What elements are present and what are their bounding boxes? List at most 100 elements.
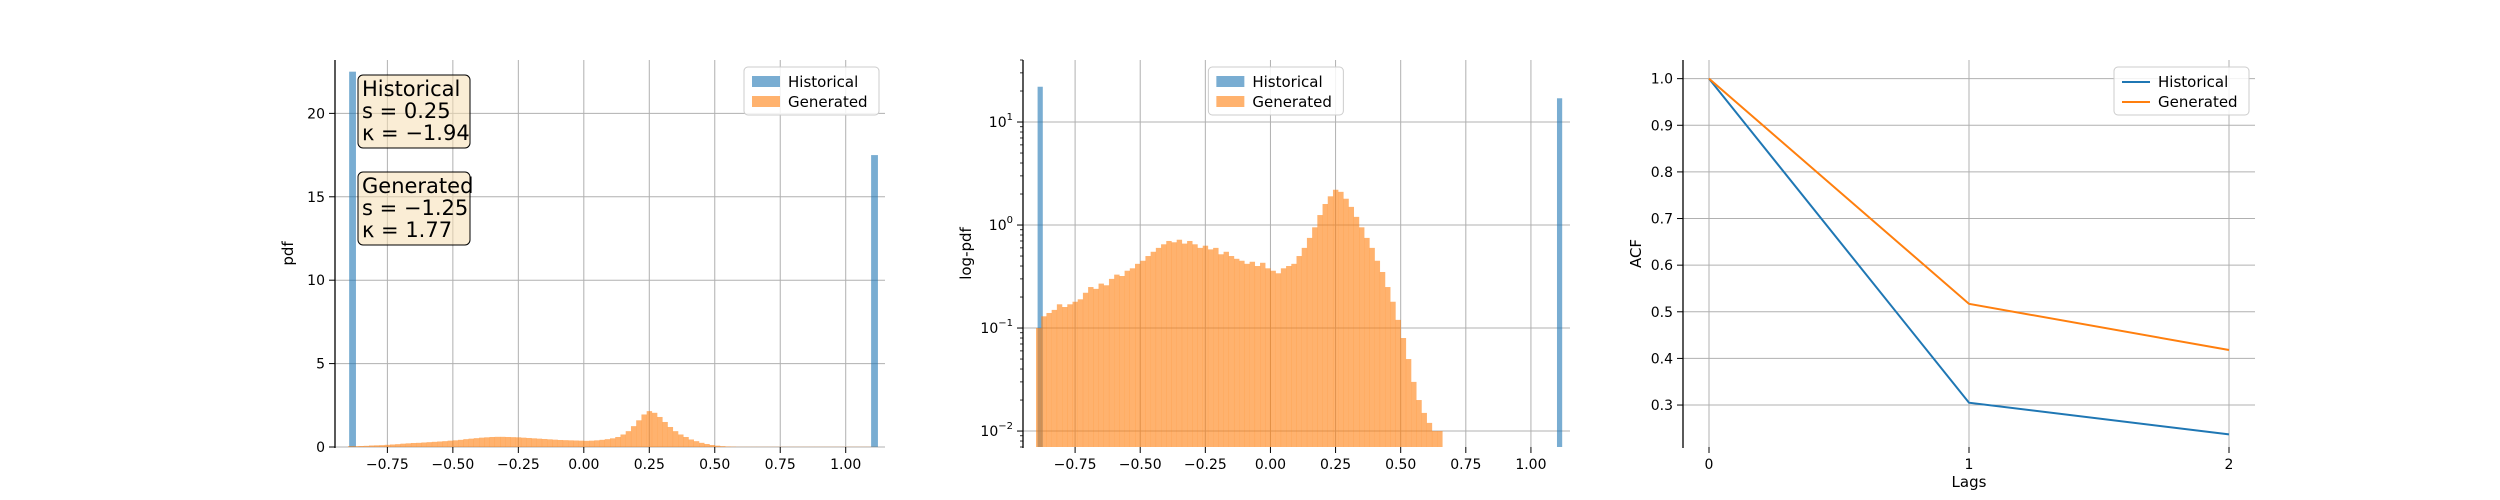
y-tick-label: 0 xyxy=(316,440,325,456)
bar-generated xyxy=(1385,287,1391,447)
bar-generated xyxy=(1176,239,1183,447)
x-axis: 0 1 2 xyxy=(1705,447,2233,473)
bar-generated xyxy=(1197,247,1203,447)
bar-generated xyxy=(1296,256,1302,447)
stat-box xyxy=(357,171,471,246)
bar-generated xyxy=(1312,227,1318,447)
bar-generated xyxy=(651,412,658,447)
x-tick-label: −0.75 xyxy=(1054,457,1097,473)
y-axis-label: ACF xyxy=(1627,239,1645,268)
bar-generated xyxy=(583,440,590,447)
y-tick-label: 20 xyxy=(307,106,325,122)
bar-generated xyxy=(405,443,412,447)
bar-generated xyxy=(1067,304,1073,447)
bar-generated xyxy=(547,439,553,447)
bar-generated xyxy=(1254,266,1261,447)
bar-generated xyxy=(395,444,401,447)
bar-generated xyxy=(1249,261,1256,447)
gridlines xyxy=(1683,60,2255,447)
bar-generated xyxy=(1082,292,1089,447)
bar-generated xyxy=(641,414,647,447)
bar-generated xyxy=(1145,256,1151,447)
panel-acf: 0 1 2 0.3 0.4 0.5 0.6 0.7 0.8 0.9 1.0 ACF Lags Histor… xyxy=(1627,60,2255,491)
legend: Historical Generated xyxy=(1207,66,1344,116)
legend-label: Historical xyxy=(788,73,858,91)
bar-generated xyxy=(1364,237,1370,447)
bar-generated xyxy=(500,436,506,447)
bar-generated xyxy=(400,443,406,447)
x-tick-label: 0.75 xyxy=(765,457,796,473)
data-marks xyxy=(348,71,878,447)
x-axis: −0.75 −0.50 −0.25 0.00 0.25 0.50 0.75 1.00 xyxy=(1054,447,1547,473)
bar-generated xyxy=(615,436,621,447)
y-tick-label: 10−2 xyxy=(980,421,1013,440)
bar-generated xyxy=(1161,244,1167,447)
x-tick-label: 0.25 xyxy=(1320,457,1351,473)
bar-generated xyxy=(1244,263,1250,447)
bar-generated xyxy=(1088,287,1094,447)
bar-generated xyxy=(693,441,700,447)
x-tick-label: 0 xyxy=(1705,457,1714,473)
stat-line: κ = −1.94 xyxy=(362,121,470,145)
bar-generated xyxy=(348,446,354,447)
bar-generated xyxy=(620,434,626,447)
x-tick-label: 1 xyxy=(1965,457,1974,473)
bar-generated xyxy=(1301,247,1308,447)
x-tick-label: −0.50 xyxy=(1119,457,1162,473)
bar-generated xyxy=(1072,301,1078,447)
bar-generated xyxy=(374,445,380,447)
legend-label: Historical xyxy=(2158,73,2228,91)
bar-generated xyxy=(473,438,480,447)
bar-generated xyxy=(1056,304,1063,447)
y-tick-label: 0.5 xyxy=(1651,305,1673,321)
bar-generated xyxy=(1223,251,1229,447)
bar-generated xyxy=(714,445,721,447)
bar-generated xyxy=(1140,260,1146,447)
bar-generated xyxy=(1390,301,1396,447)
bar-generated xyxy=(505,436,511,447)
x-tick-label: −0.50 xyxy=(431,457,474,473)
bar-generated xyxy=(1332,189,1339,448)
bar-generated xyxy=(1062,307,1068,447)
y-axis-label: pdf xyxy=(279,241,297,266)
stat-line: s = 0.25 xyxy=(362,99,451,123)
bar-generated xyxy=(1379,271,1386,447)
bar-generated xyxy=(568,440,574,447)
bar-generated xyxy=(678,434,684,447)
line-historical xyxy=(1708,78,2230,436)
bar-generated xyxy=(1437,431,1443,447)
bar-historical xyxy=(1556,98,1563,447)
bar-generated xyxy=(536,438,543,447)
bar-generated xyxy=(672,431,679,447)
bar-generated xyxy=(1046,312,1052,447)
x-axis: −0.75 −0.50 −0.25 0.00 0.25 0.50 0.75 1.00 xyxy=(366,447,861,473)
bar-generated xyxy=(458,439,464,447)
bar-generated xyxy=(683,436,689,447)
legend: Historical Generated xyxy=(2113,66,2250,116)
bar-generated xyxy=(369,445,375,447)
y-tick-label: 1.0 xyxy=(1651,72,1673,88)
bar-generated xyxy=(468,438,475,447)
bar-generated xyxy=(484,437,490,447)
bar-generated xyxy=(363,445,370,447)
bar-generated xyxy=(636,420,642,447)
x-tick-label: 0.00 xyxy=(1255,457,1286,473)
bar-generated xyxy=(442,441,448,447)
bar-generated xyxy=(1426,422,1433,447)
data-marks xyxy=(1708,77,2230,436)
bar-generated xyxy=(589,440,595,447)
bar-generated xyxy=(463,439,469,447)
bar-generated xyxy=(1041,316,1047,447)
legend-label: Generated xyxy=(788,93,868,111)
y-axis: 0.3 0.4 0.5 0.6 0.7 0.8 0.9 1.0 xyxy=(1651,72,1683,414)
bar-generated xyxy=(557,439,564,447)
bar-generated xyxy=(657,416,663,447)
bar-generated xyxy=(1036,328,1042,447)
x-tick-label: 0.25 xyxy=(634,457,665,473)
bar-generated xyxy=(1270,270,1276,447)
bar-generated xyxy=(1207,249,1214,447)
y-tick-exponent: −1 xyxy=(998,318,1013,329)
bar-generated xyxy=(1228,256,1235,447)
